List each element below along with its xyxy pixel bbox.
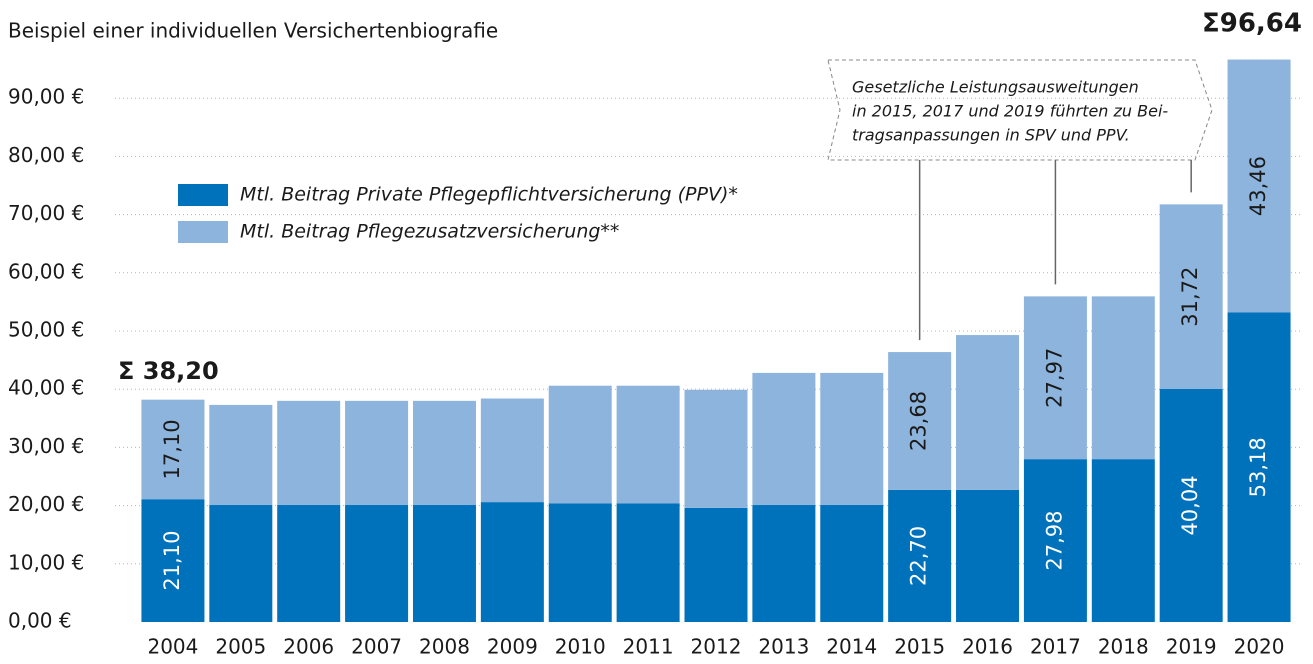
bar-segment <box>616 385 680 504</box>
bar-segment <box>956 489 1020 622</box>
legend-swatch <box>178 221 228 243</box>
annotation-text: in 2015, 2017 und 2019 führten zu Bei- <box>852 102 1168 121</box>
bar-segment <box>345 505 409 622</box>
y-tick-label: 70,00 € <box>8 201 84 225</box>
x-tick-label: 2006 <box>283 635 334 659</box>
x-tick-label: 2008 <box>419 635 470 659</box>
x-tick-label: 2005 <box>215 635 266 659</box>
legend-label: Mtl. Beitrag Pflegezusatzversicherung** <box>240 221 619 243</box>
bar-segment <box>1159 204 1223 389</box>
bar-segment <box>1159 388 1223 622</box>
value-label: 22,70 <box>907 526 931 586</box>
bar-segment <box>345 400 409 506</box>
value-label: 31,72 <box>1178 267 1202 327</box>
x-tick-label: 2007 <box>351 635 402 659</box>
x-tick-label: 2016 <box>962 635 1013 659</box>
value-label: 40,04 <box>1178 475 1202 535</box>
x-tick-label: 2009 <box>487 635 538 659</box>
y-tick-label: 10,00 € <box>8 550 84 574</box>
legend-swatch <box>178 184 228 206</box>
bar-segment <box>820 505 884 622</box>
bar-segment <box>1227 59 1291 313</box>
value-label: 53,18 <box>1246 437 1270 497</box>
bar-segment <box>277 400 341 506</box>
bar-segment <box>412 505 476 622</box>
x-tick-label: 2004 <box>147 635 198 659</box>
x-tick-label: 2013 <box>758 635 809 659</box>
y-tick-label: 50,00 € <box>8 318 84 342</box>
annotation-text: tragsanpassungen in SPV und PPV. <box>852 126 1130 145</box>
value-label: 27,98 <box>1042 511 1066 571</box>
bar-segment <box>141 499 205 622</box>
bar-segment <box>684 389 748 508</box>
y-tick-label: 30,00 € <box>8 434 84 458</box>
bar-segment <box>888 489 952 622</box>
bar-segment <box>1023 459 1087 622</box>
y-tick-label: 20,00 € <box>8 492 84 516</box>
y-tick-label: 40,00 € <box>8 376 84 400</box>
x-tick-label: 2018 <box>1098 635 1149 659</box>
x-tick-label: 2012 <box>691 635 742 659</box>
x-tick-label: 2011 <box>623 635 674 659</box>
bar-segment <box>684 507 748 622</box>
bar-segment <box>480 502 544 622</box>
legend-label: Mtl. Beitrag Private Pflegepflichtversic… <box>240 184 738 206</box>
x-tick-label: 2015 <box>894 635 945 659</box>
bar-segment <box>752 372 816 506</box>
bar-segment <box>1227 312 1291 622</box>
x-tick-label: 2014 <box>826 635 877 659</box>
chart-subtitle: Beispiel einer individuellen Versicherte… <box>8 19 498 43</box>
bar-segment <box>1023 296 1087 460</box>
bar-segment <box>480 398 544 503</box>
sum-label: Σ96,64 <box>1202 9 1302 39</box>
annotation-text: Gesetzliche Leistungsausweitungen <box>852 78 1139 97</box>
sum-label: Σ 38,20 <box>118 357 219 385</box>
bar-segment <box>209 505 273 622</box>
bar-segment <box>548 385 612 504</box>
bar-segment <box>548 503 612 622</box>
bar-segment <box>1091 296 1155 460</box>
x-tick-label: 2020 <box>1234 635 1285 659</box>
bar-segment <box>277 505 341 622</box>
bar-segment <box>412 400 476 506</box>
x-tick-label: 2017 <box>1030 635 1081 659</box>
x-tick-label: 2010 <box>555 635 606 659</box>
annotation-box <box>827 59 1213 161</box>
bar-segment <box>1091 459 1155 622</box>
bar-segment <box>820 372 884 506</box>
value-label: 27,97 <box>1042 348 1066 408</box>
y-tick-label: 90,00 € <box>8 85 84 109</box>
bar-segment <box>209 404 273 506</box>
bar-segment <box>141 399 205 500</box>
y-tick-label: 60,00 € <box>8 259 84 283</box>
y-tick-label: 80,00 € <box>8 143 84 167</box>
bar-segment <box>616 503 680 622</box>
bar-segment <box>888 352 952 490</box>
x-tick-label: 2019 <box>1166 635 1217 659</box>
bar-segment <box>956 335 1020 490</box>
value-label: 17,10 <box>160 419 184 479</box>
value-label: 23,68 <box>907 391 931 451</box>
value-label: 43,46 <box>1246 156 1270 216</box>
bar-segment <box>752 505 816 622</box>
value-label: 21,10 <box>160 531 184 591</box>
y-tick-label: 0,00 € <box>8 609 72 633</box>
